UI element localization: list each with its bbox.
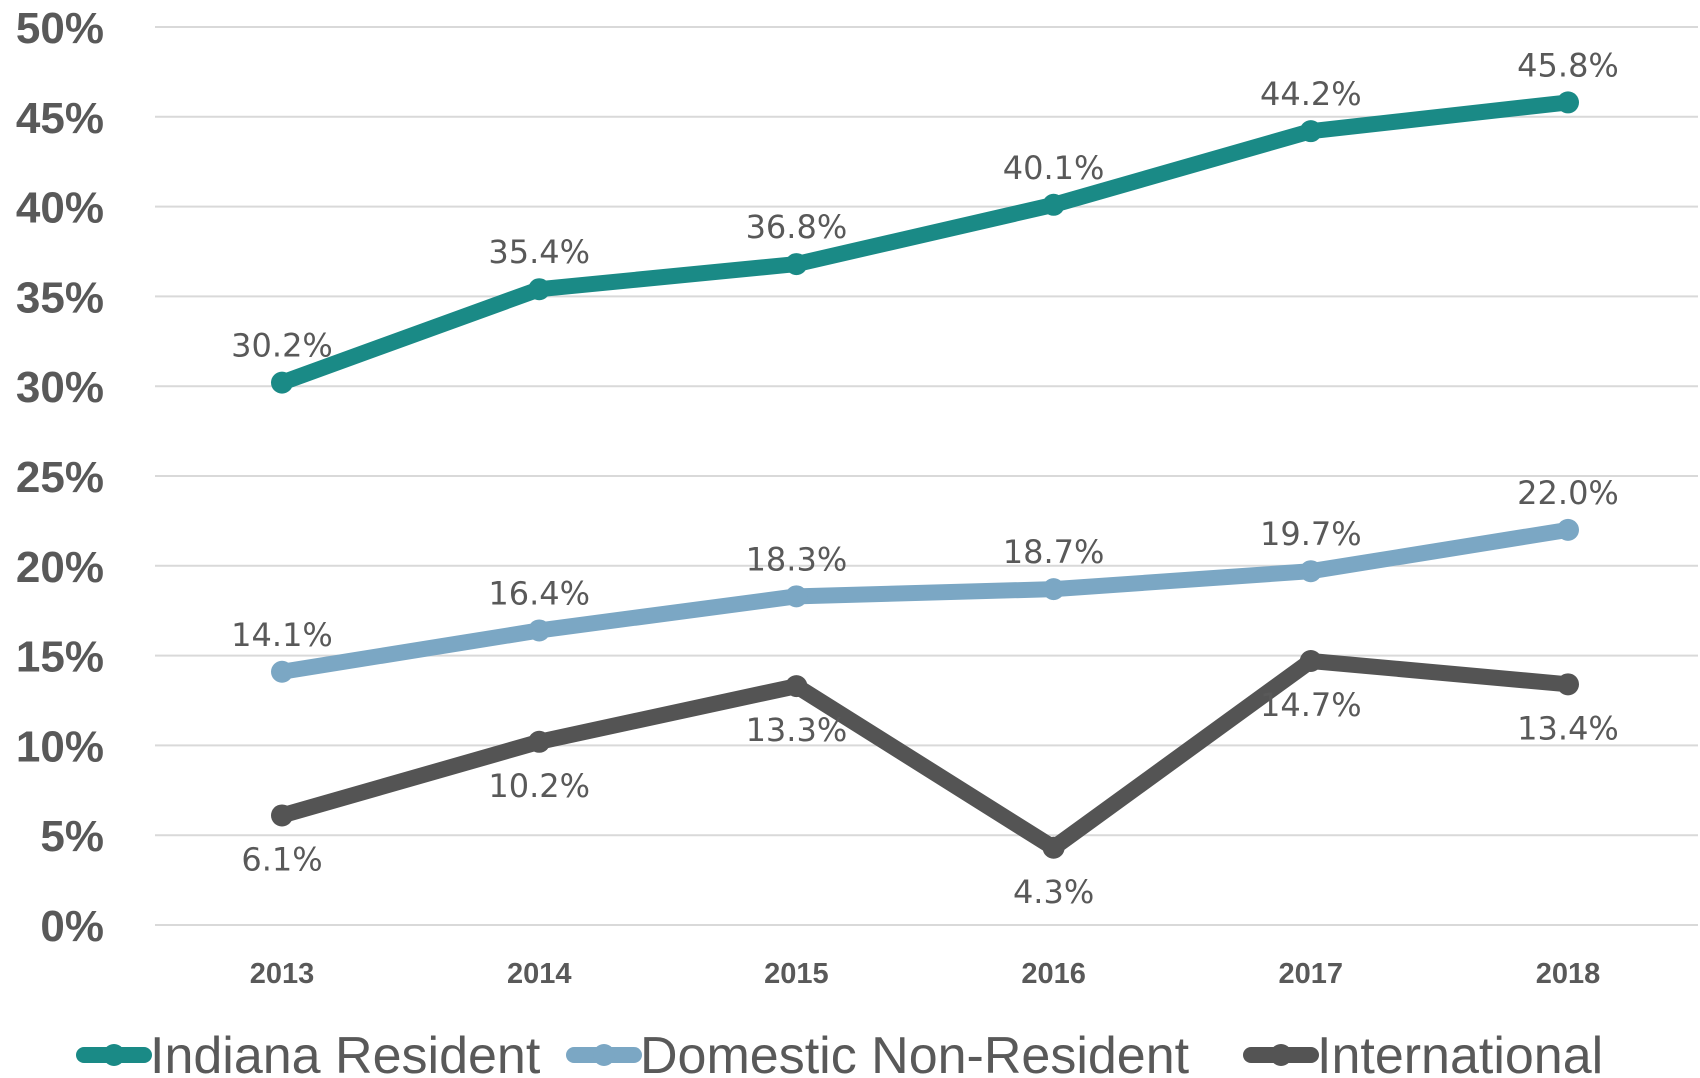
y-axis: 0% 5% 10% 15% 20% 25% 30% 35% 40% 45% 50% bbox=[16, 4, 104, 951]
data-point bbox=[1299, 649, 1322, 672]
legend-marker-swatch bbox=[593, 1044, 615, 1066]
y-tick-label: 5% bbox=[40, 812, 104, 861]
data-point bbox=[528, 730, 551, 753]
data-label: 16.4% bbox=[488, 574, 590, 612]
data-point bbox=[785, 585, 808, 608]
data-point bbox=[1557, 91, 1579, 114]
data-label: 14.1% bbox=[231, 616, 333, 654]
data-label: 18.7% bbox=[1003, 533, 1105, 571]
data-label: 45.8% bbox=[1517, 46, 1619, 84]
x-tick-label: 2015 bbox=[764, 958, 829, 990]
data-label: 40.1% bbox=[1003, 149, 1105, 187]
legend-label: Indiana Resident bbox=[150, 1027, 541, 1078]
y-tick-label: 25% bbox=[16, 453, 104, 502]
y-tick-label: 20% bbox=[16, 543, 104, 592]
y-tick-label: 50% bbox=[16, 4, 104, 53]
data-label: 13.3% bbox=[746, 711, 848, 749]
data-label: 22.0% bbox=[1517, 474, 1619, 512]
data-label: 13.4% bbox=[1517, 709, 1619, 747]
y-tick-label: 30% bbox=[16, 363, 104, 412]
y-tick-label: 0% bbox=[40, 902, 104, 951]
y-tick-label: 10% bbox=[16, 722, 104, 771]
legend-marker-swatch bbox=[1270, 1044, 1292, 1066]
x-axis: 2013 2014 2015 2016 2017 2018 bbox=[250, 958, 1601, 990]
y-tick-label: 35% bbox=[16, 273, 104, 322]
data-point bbox=[1042, 578, 1065, 601]
legend-item: International bbox=[1243, 1027, 1603, 1078]
data-label: 19.7% bbox=[1260, 515, 1362, 553]
data-point bbox=[528, 278, 551, 301]
x-tick-label: 2017 bbox=[1279, 958, 1344, 990]
series-line bbox=[274, 94, 1576, 391]
data-point bbox=[785, 253, 808, 276]
x-tick-label: 2013 bbox=[250, 958, 315, 990]
data-labels: 30.2% 35.4% 36.8% 40.1% 44.2% 45.8% 14.1% 16.4%… bbox=[231, 46, 1619, 910]
legend-marker-swatch bbox=[103, 1044, 125, 1066]
data-label: 10.2% bbox=[488, 767, 590, 805]
data-label: 14.7% bbox=[1260, 686, 1362, 724]
data-point bbox=[271, 804, 293, 827]
data-label: 35.4% bbox=[488, 233, 590, 271]
y-tick-label: 40% bbox=[16, 184, 104, 233]
data-label: 30.2% bbox=[231, 327, 333, 365]
data-label: 18.3% bbox=[746, 540, 848, 578]
data-label: 4.3% bbox=[1013, 873, 1094, 911]
data-point bbox=[528, 619, 551, 642]
legend-label: International bbox=[1317, 1027, 1603, 1078]
data-label: 6.1% bbox=[241, 840, 322, 878]
legend-label: Domestic Non-Resident bbox=[640, 1027, 1190, 1078]
x-tick-label: 2014 bbox=[507, 958, 572, 990]
series-line bbox=[274, 652, 1576, 856]
data-point bbox=[271, 371, 293, 394]
series-line bbox=[274, 521, 1576, 680]
data-point bbox=[1299, 560, 1322, 583]
x-tick-label: 2018 bbox=[1536, 958, 1601, 990]
data-point bbox=[785, 675, 808, 698]
y-tick-label: 15% bbox=[16, 633, 104, 682]
series-group bbox=[271, 91, 1579, 859]
data-label: 36.8% bbox=[746, 208, 848, 246]
data-point bbox=[1557, 518, 1579, 541]
data-label: 44.2% bbox=[1260, 75, 1362, 113]
x-tick-label: 2016 bbox=[1021, 958, 1086, 990]
data-point bbox=[1557, 673, 1579, 696]
legend-item: Domestic Non-Resident bbox=[566, 1027, 1190, 1078]
legend: Indiana Resident Domestic Non-Resident Int… bbox=[76, 1027, 1603, 1078]
data-point bbox=[1042, 193, 1065, 216]
data-point bbox=[1299, 120, 1322, 143]
legend-item: Indiana Resident bbox=[76, 1027, 541, 1078]
y-tick-label: 45% bbox=[16, 94, 104, 143]
data-point bbox=[1042, 836, 1065, 859]
data-point bbox=[271, 660, 293, 683]
